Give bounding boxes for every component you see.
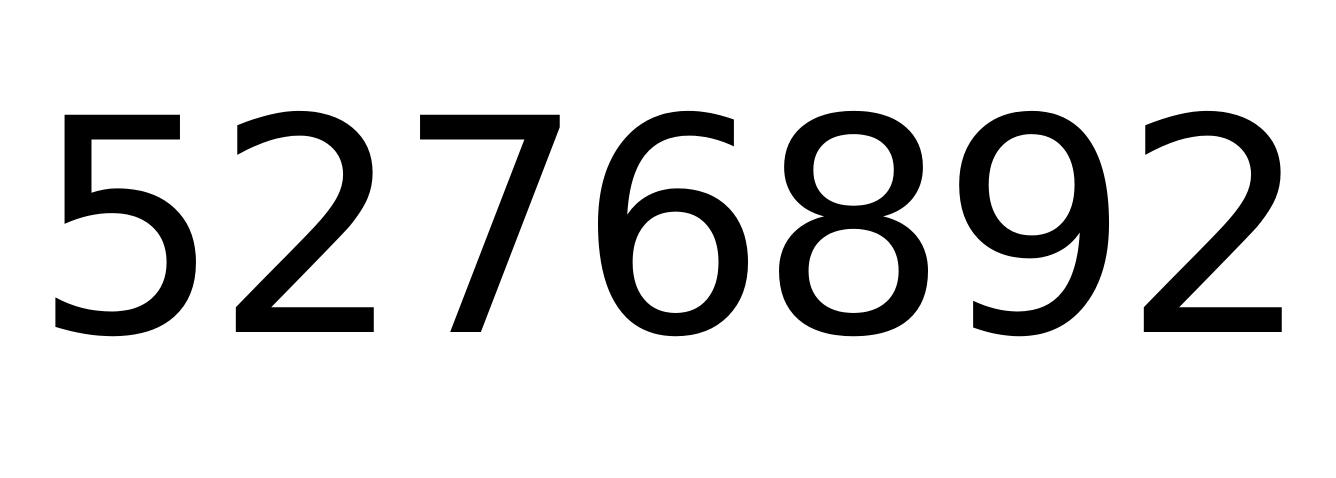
large-number-text: 5276892 (32, 56, 1311, 403)
